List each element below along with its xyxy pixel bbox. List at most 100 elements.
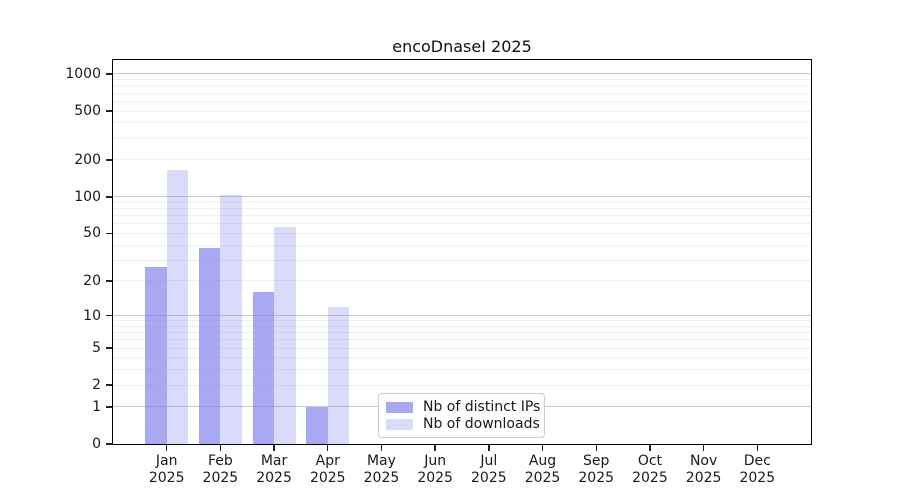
y-tick-label: 100 [74, 188, 101, 205]
gridline-minor [113, 110, 811, 112]
y-tick-mark [106, 280, 112, 282]
plot-area [112, 59, 812, 445]
x-tick-mark [702, 445, 705, 451]
y-tick-label: 200 [74, 151, 101, 168]
gridline-minor [113, 122, 811, 124]
gridline-major [113, 73, 811, 75]
x-tick-label-jan: Jan 2025 [135, 453, 199, 487]
gridline-minor [113, 320, 811, 322]
y-tick-label: 5 [92, 340, 101, 357]
x-tick-mark [327, 445, 329, 451]
y-tick-mark [106, 443, 112, 445]
x-tick-mark [488, 445, 490, 451]
gridline-major [113, 196, 811, 198]
y-tick-mark [106, 110, 112, 112]
y-tick-label: 0 [92, 436, 101, 452]
x-tick-mark [649, 445, 651, 451]
x-tick-label-jun: Jun 2025 [403, 453, 467, 487]
y-tick-label: 2 [92, 377, 101, 394]
x-tick-mark [273, 445, 275, 451]
x-tick-year: 2025 [202, 470, 239, 486]
gridline-major [113, 315, 811, 317]
x-tick-mark [595, 445, 597, 451]
bar-distinct-ips-mar [252, 292, 275, 444]
y-tick-label: 500 [74, 103, 101, 120]
bar-downloads-jan [166, 169, 189, 444]
y-tick-mark [106, 384, 112, 386]
x-tick-label-may: May 2025 [349, 453, 413, 487]
x-tick-year: 2025 [632, 470, 668, 486]
gridline-minor [113, 85, 811, 87]
legend-label-distinct-ips: Nb of distinct IPs [423, 399, 541, 415]
gridline-minor [113, 208, 811, 210]
legend-label-downloads: Nb of downloads [423, 416, 540, 432]
gridline-minor [113, 369, 811, 371]
gridline-minor [113, 280, 811, 282]
legend-item-downloads: Nb of downloads [386, 416, 540, 432]
x-tick-year: 2025 [256, 470, 292, 486]
x-tick-label-jul: Jul 2025 [457, 453, 521, 487]
legend-swatch-downloads [386, 418, 413, 430]
y-tick-mark [106, 314, 112, 317]
x-tick-label-aug: Aug 2025 [511, 453, 575, 487]
y-tick-label: 1 [92, 398, 101, 415]
x-tick-year: 2025 [471, 470, 507, 486]
x-tick-year: 2025 [578, 470, 615, 486]
bar-downloads-feb [220, 195, 242, 444]
y-tick-mark [106, 232, 112, 235]
y-tick-label: 20 [83, 272, 101, 289]
x-tick-label-feb: Feb 2025 [188, 453, 252, 487]
bar-distinct-ips-feb [198, 247, 221, 444]
gridline-minor [113, 357, 811, 359]
x-tick-mark [165, 445, 168, 451]
chart-title: encoDnaseI 2025 [392, 37, 532, 56]
x-tick-year: 2025 [417, 470, 453, 486]
gridline-minor [113, 92, 811, 94]
y-tick-mark [106, 73, 112, 75]
x-tick-label-mar: Mar 2025 [242, 453, 306, 487]
x-tick-year: 2025 [363, 470, 400, 486]
gridline-minor [113, 259, 811, 261]
x-tick-mark [756, 445, 758, 451]
x-tick-year: 2025 [739, 470, 776, 486]
legend: Nb of distinct IPs Nb of downloads [378, 393, 545, 438]
gridline-minor [113, 384, 811, 386]
x-tick-mark [380, 445, 383, 451]
y-tick-label: 10 [83, 307, 101, 324]
y-tick-mark [106, 159, 112, 161]
gridline-minor [113, 159, 811, 161]
x-tick-year: 2025 [685, 470, 722, 486]
gridline-minor [113, 325, 811, 327]
y-tick-mark [106, 406, 112, 408]
x-tick-label-oct: Oct 2025 [618, 453, 682, 487]
gridline-minor [113, 201, 811, 203]
gridline-minor [113, 232, 811, 234]
bar-distinct-ips-apr [306, 406, 328, 444]
gridline-minor [113, 332, 811, 334]
y-tick-label: 50 [83, 225, 101, 242]
x-tick-label-dec: Dec 2025 [725, 453, 789, 487]
y-tick-mark [106, 347, 112, 349]
y-tick-mark [106, 196, 112, 198]
x-tick-mark [541, 445, 544, 451]
x-tick-year: 2025 [524, 470, 561, 486]
gridline-minor [113, 215, 811, 217]
x-tick-label-sep: Sep 2025 [564, 453, 628, 487]
x-tick-label-apr: Apr 2025 [296, 453, 360, 487]
gridline-minor [113, 223, 811, 225]
x-tick-year: 2025 [309, 470, 346, 486]
gridline-minor [113, 339, 811, 341]
x-tick-year: 2025 [148, 470, 185, 486]
x-tick-mark [434, 445, 436, 451]
bar-downloads-apr [327, 306, 350, 444]
gridline-minor [113, 137, 811, 139]
y-tick-label: 1000 [65, 65, 101, 82]
x-tick-mark [219, 445, 222, 451]
bar-downloads-mar [274, 227, 296, 444]
legend-item-distinct-ips: Nb of distinct IPs [386, 399, 540, 415]
legend-swatch-distinct-ips [386, 401, 413, 413]
gridline-minor [113, 79, 811, 81]
gridline-minor [113, 244, 811, 246]
gridline-minor [113, 100, 811, 102]
